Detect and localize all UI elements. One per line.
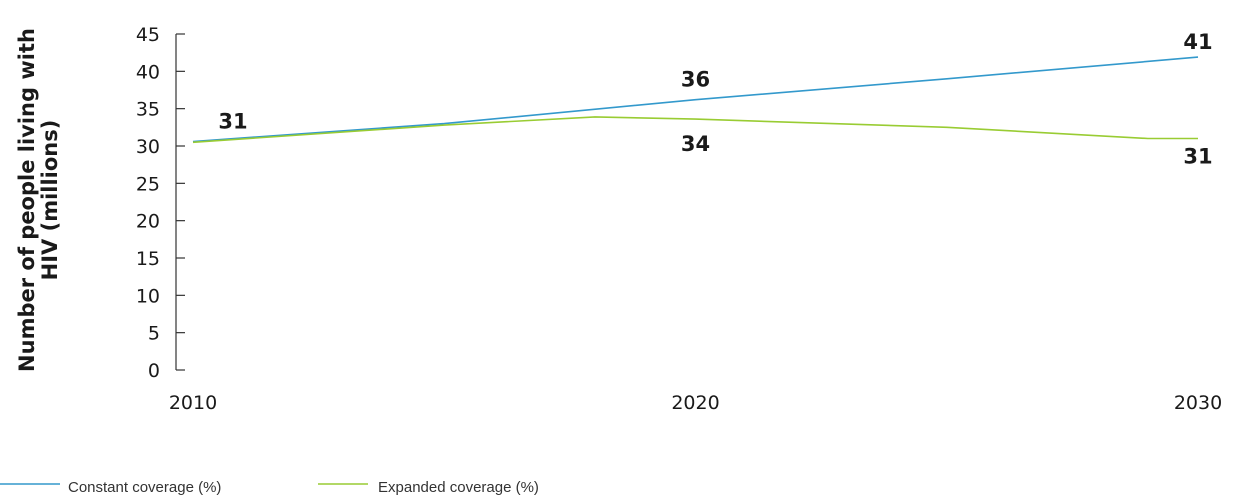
y-tick-label: 45 <box>136 24 160 46</box>
data-label: 36 <box>681 68 710 92</box>
y-tick-label: 15 <box>136 248 160 270</box>
y-tick-label: 35 <box>136 99 160 121</box>
data-labels: 31 36 34 41 31 <box>218 30 1212 168</box>
series-line-expanded-coverage <box>192 116 1198 144</box>
x-tick-label: 2030 <box>1174 392 1222 414</box>
data-label: 41 <box>1183 30 1212 54</box>
series-line-constant-coverage <box>192 56 1199 143</box>
y-tick-label: 25 <box>136 173 160 195</box>
legend: Constant coverage (%) Expanded coverage (… <box>0 479 539 496</box>
legend-label-constant-coverage: Constant coverage (%) <box>68 479 221 496</box>
y-tick-label: 20 <box>136 211 160 233</box>
y-tick-label: 0 <box>148 360 160 382</box>
y-tick-label: 5 <box>148 323 160 345</box>
data-label: 31 <box>1183 145 1212 169</box>
y-tick-label: 40 <box>136 61 160 83</box>
axes: 0 5 10 15 20 25 30 35 40 45 2010 2020 2030 <box>136 24 1222 414</box>
x-tick-label: 2020 <box>671 392 719 414</box>
y-tick-label: 30 <box>136 136 160 158</box>
y-axis-title-line-1: Number of people living with <box>15 28 39 372</box>
y-axis-title-line-2: HIV (millions) <box>38 120 62 281</box>
data-label: 31 <box>218 110 247 134</box>
legend-label-expanded-coverage: Expanded coverage (%) <box>378 479 539 496</box>
x-tick-label: 2010 <box>169 392 217 414</box>
y-axis-title: Number of people living with HIV (millio… <box>15 28 62 372</box>
series-lines <box>192 56 1199 144</box>
y-tick-label: 10 <box>136 285 160 307</box>
data-label: 34 <box>681 132 710 156</box>
